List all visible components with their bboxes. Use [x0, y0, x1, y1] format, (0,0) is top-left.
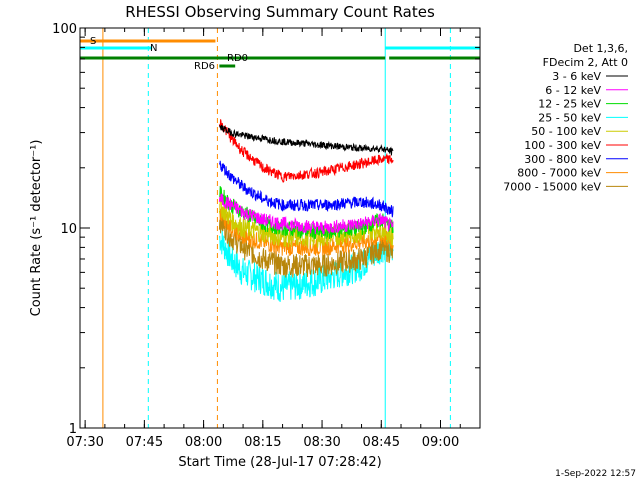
flag-label-s: S [90, 36, 96, 47]
chart-title: RHESSI Observing Summary Count Rates [125, 3, 435, 21]
x-tick-label-5: 08:45 [363, 435, 400, 450]
legend-label-7: 800 - 7000 keV [517, 167, 601, 180]
x-tick-label-4: 08:30 [303, 435, 340, 450]
legend-label-0: 3 - 6 keV [552, 70, 601, 83]
legend-title-line1: Det 1,3,6, [573, 42, 628, 55]
series-line-6 [218, 160, 394, 218]
flag-label-rd0: RD0 [227, 53, 248, 64]
series-line-1 [218, 193, 394, 235]
series-line-8 [218, 210, 394, 278]
series-line-5 [218, 119, 394, 183]
legend-label-4: 50 - 100 keV [531, 125, 601, 138]
y-tick-label-2: 100 [52, 22, 77, 37]
legend-label-5: 100 - 300 keV [524, 139, 601, 152]
legend-label-3: 25 - 50 keV [538, 111, 601, 124]
footer-date: 1-Sep-2022 12:57 [555, 469, 636, 479]
series-line-0 [218, 124, 394, 156]
x-tick-label-3: 08:15 [244, 435, 281, 450]
x-tick-label-0: 07:30 [66, 435, 103, 450]
y-tick-label-0: 1 [69, 422, 77, 437]
x-axis-label: Start Time (28-Jul-17 07:28:42) [178, 455, 381, 470]
flag-label-rd6: RD6 [194, 61, 215, 72]
legend-title-line2: FDecim 2, Att 0 [543, 56, 628, 69]
x-tick-label-2: 08:00 [185, 435, 222, 450]
legend-label-8: 7000 - 15000 keV [503, 180, 601, 193]
x-tick-label-1: 07:45 [126, 435, 163, 450]
x-tick-label-6: 09:00 [422, 435, 459, 450]
legend-label-1: 6 - 12 keV [545, 84, 601, 97]
y-tick-label-1: 10 [60, 222, 77, 237]
flag-label-n: N [150, 43, 157, 54]
y-axis-label: Count Rate (s⁻¹ detector⁻¹) [29, 140, 44, 317]
legend-label-6: 300 - 800 keV [524, 153, 601, 166]
legend-label-2: 12 - 25 keV [538, 98, 601, 111]
